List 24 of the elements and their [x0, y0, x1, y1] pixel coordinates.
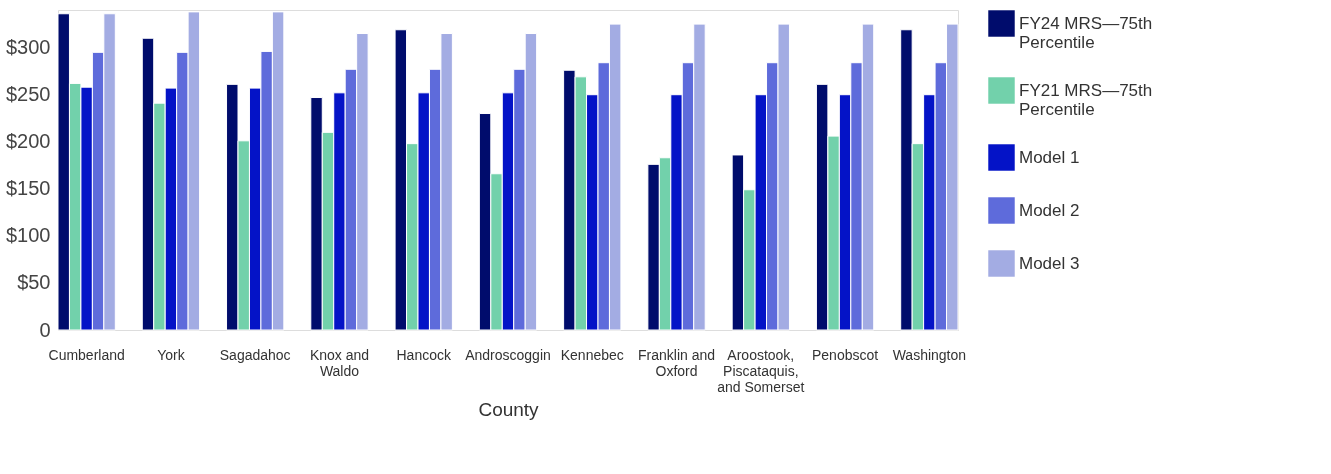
x-tick-label: Franklin and Oxford	[638, 346, 716, 379]
y-tick-label: $200	[6, 130, 51, 153]
legend-label: FY24 MRS—75th Percentile	[1019, 13, 1153, 52]
x-tick-label: Penobscot	[811, 346, 879, 363]
x-tick-label: Kennebec	[560, 346, 624, 363]
y-tick-label: $150	[6, 177, 51, 200]
x-axis-title: County	[478, 398, 540, 420]
y-tick-label: $100	[6, 224, 51, 247]
x-tick-label: Sagadahoc	[219, 346, 291, 363]
legend-label: FY21 MRS—75th Percentile	[1019, 80, 1153, 119]
x-tick-label: Hancock	[396, 346, 452, 363]
x-tick-label: York	[157, 346, 186, 363]
x-tick-label: Washington	[892, 346, 967, 363]
legend-label: Model 3	[1019, 253, 1080, 273]
y-tick-label: $50	[17, 271, 51, 294]
legend-label: Model 2	[1019, 200, 1080, 220]
y-tick-label: $250	[6, 83, 51, 106]
x-tick-label: Cumberland	[48, 346, 125, 363]
legend-label: Model 1	[1019, 147, 1080, 167]
x-tick-label: Androscoggin	[465, 346, 551, 363]
y-tick-label: 0	[39, 318, 51, 341]
x-tick-label: Knox and Waldo	[309, 346, 370, 379]
y-tick-label: $300	[6, 36, 51, 59]
x-tick-label: Aroostook, Piscataquis, and Somerset	[717, 346, 805, 395]
